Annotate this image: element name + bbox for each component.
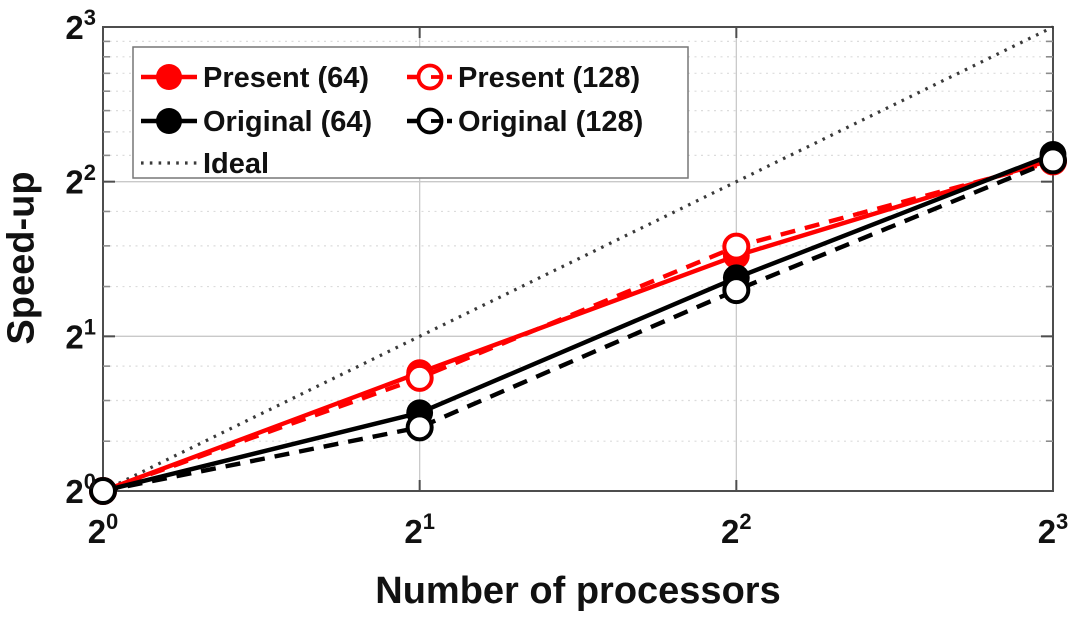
legend-marker — [416, 63, 444, 91]
marker-original-128 — [89, 477, 117, 505]
legend-marker — [156, 64, 182, 90]
legend-label: Original (128) — [458, 106, 643, 138]
x-axis-label: Number of processors — [375, 570, 781, 612]
legend-box — [132, 46, 689, 179]
y-tick-label: 21 — [65, 314, 96, 355]
y-tick-label: 22 — [65, 160, 96, 201]
series-ideal — [102, 25, 1054, 493]
series-line-present-128 — [102, 159, 1054, 494]
x-tick-label: 20 — [88, 509, 119, 550]
y-axis-label: Speed-up — [0, 171, 43, 345]
legend: Present (64) Original (64) Ideal Present (1… — [132, 46, 689, 180]
legend-marker — [156, 108, 182, 134]
x-tick-label: 23 — [1038, 509, 1069, 550]
legend-marker — [416, 107, 444, 135]
x-tick-label: 22 — [721, 509, 752, 550]
series-line-original-64 — [102, 152, 1054, 494]
y-tick-label: 23 — [65, 5, 96, 46]
legend-label: Present (128) — [458, 62, 640, 94]
tick-labels: 20 21 22 23 20 21 22 23 — [65, 5, 1068, 550]
marker-original-128 — [1039, 146, 1067, 175]
marker-original-128 — [722, 276, 751, 305]
y-tick-label: 20 — [65, 469, 96, 510]
series-line-original-128 — [102, 158, 1054, 494]
legend-label: Present (64) — [203, 62, 369, 94]
series-original-128 — [89, 146, 1067, 505]
series — [89, 25, 1067, 505]
legend-entry-present-64: Present (64) — [141, 62, 369, 94]
legend-entry-ideal: Ideal — [141, 148, 269, 180]
legend-label: Ideal — [203, 148, 269, 180]
legend-entry-present-128: Present (128) — [407, 62, 640, 94]
legend-label: Original (64) — [203, 106, 372, 138]
axes-box — [102, 26, 1054, 492]
marker-present-128 — [722, 232, 751, 261]
legend-entry-original-64: Original (64) — [141, 106, 372, 138]
x-tick-label: 21 — [404, 509, 435, 550]
marker-present-128 — [405, 363, 434, 392]
series-line-ideal — [102, 25, 1054, 493]
marker-original-128 — [405, 413, 434, 442]
legend-entry-original-128: Original (128) — [407, 106, 643, 138]
